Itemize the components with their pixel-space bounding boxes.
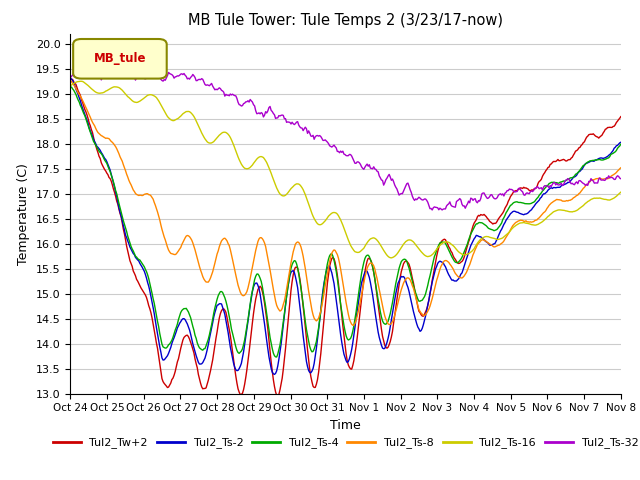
Legend: Tul2_Tw+2, Tul2_Ts-2, Tul2_Ts-4, Tul2_Ts-8, Tul2_Ts-16, Tul2_Ts-32: Tul2_Tw+2, Tul2_Ts-2, Tul2_Ts-4, Tul2_Ts… <box>49 433 640 453</box>
Y-axis label: Temperature (C): Temperature (C) <box>17 163 30 264</box>
FancyBboxPatch shape <box>73 39 167 79</box>
X-axis label: Time: Time <box>330 419 361 432</box>
Title: MB Tule Tower: Tule Temps 2 (3/23/17-now): MB Tule Tower: Tule Temps 2 (3/23/17-now… <box>188 13 503 28</box>
Text: MB_tule: MB_tule <box>93 52 146 65</box>
